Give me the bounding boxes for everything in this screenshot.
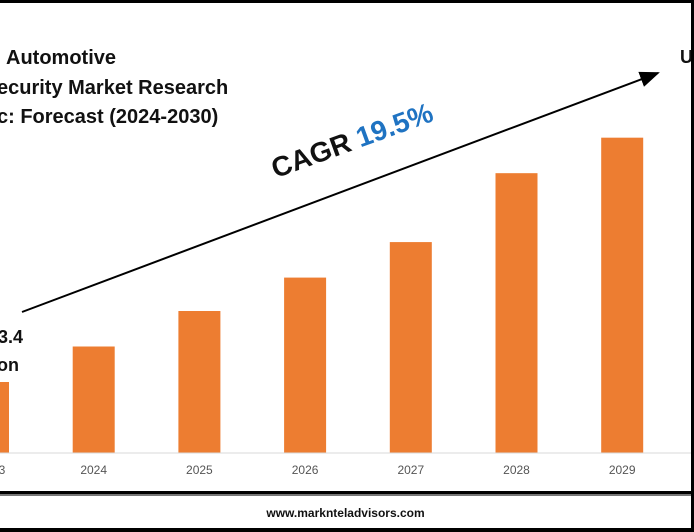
- chart-area: Automotive ecurity Market Research c: Fo…: [0, 3, 691, 491]
- start-unit-label: on: [0, 355, 19, 375]
- footer-url: www.marknteladvisors.com: [266, 506, 425, 520]
- footer: www.marknteladvisors.com: [0, 494, 691, 528]
- growth-arrow: [21, 71, 660, 313]
- x-tick-label: 3: [0, 463, 6, 477]
- x-tick-label: 2028: [503, 463, 530, 477]
- bar-2025: [178, 311, 221, 453]
- x-tick-label: 2025: [186, 463, 213, 477]
- end-value-label: U: [680, 47, 691, 67]
- x-tick-label: 2029: [608, 463, 636, 477]
- title-line-3: c: Forecast (2024-2030): [0, 106, 219, 128]
- bar-2026: [284, 277, 327, 453]
- bar-2028: [495, 173, 538, 454]
- x-tick-label: 2024: [80, 463, 108, 477]
- x-tick-label: 2026: [291, 463, 319, 477]
- x-tick-label: 2027: [397, 463, 425, 477]
- bar-2029: [601, 137, 644, 454]
- start-value-label: 3.4: [0, 327, 24, 347]
- title-line-1: Automotive: [6, 47, 116, 69]
- bar-2023: [0, 382, 9, 453]
- bar-chart: [0, 71, 691, 454]
- title-line-2: ecurity Market Research: [0, 77, 229, 99]
- bar-2027: [389, 242, 432, 453]
- bar-2024: [72, 346, 115, 453]
